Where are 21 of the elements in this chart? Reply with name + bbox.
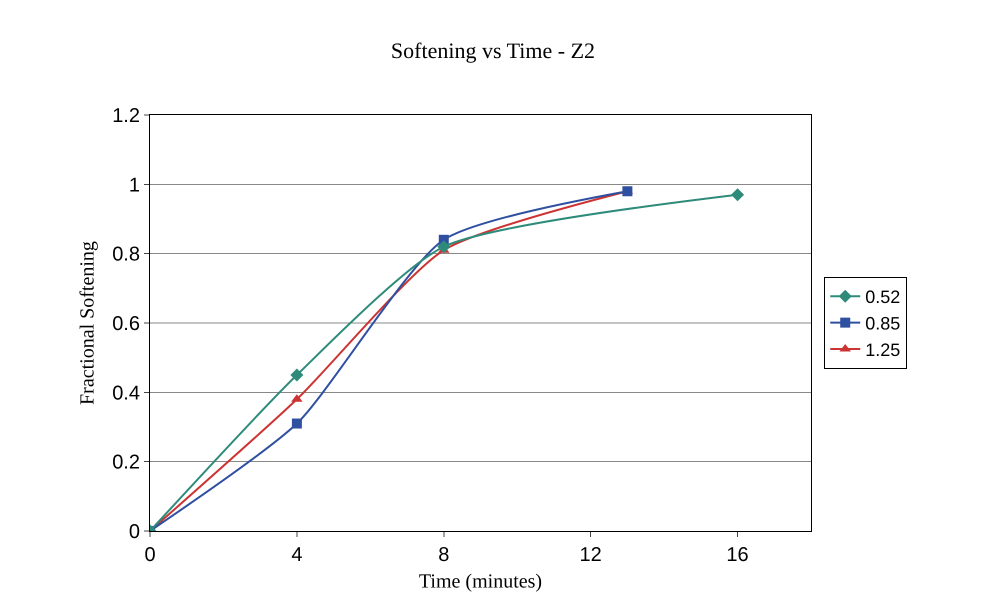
chart-title: Softening vs Time - Z2 <box>390 38 596 64</box>
x-tick-label: 4 <box>291 544 302 566</box>
y-tick-label: 0.2 <box>112 452 140 474</box>
y-axis-title: Fractional Softening <box>76 241 99 405</box>
legend-label: 1.25 <box>865 340 900 360</box>
y-tick-label: 0.8 <box>112 244 140 266</box>
legend-label: 0.52 <box>865 287 900 308</box>
point <box>622 186 632 196</box>
x-tick-label: 16 <box>726 544 749 566</box>
x-tick-label: 12 <box>580 544 602 566</box>
y-tick-label: 0.4 <box>112 382 140 404</box>
point <box>290 368 304 382</box>
x-tick-label: 0 <box>144 544 156 566</box>
point <box>731 188 744 202</box>
x-tick-label: 8 <box>438 544 450 566</box>
y-tick-label: 0.6 <box>112 313 140 335</box>
x-axis-title: Time (minutes) <box>418 570 542 592</box>
legend-label: 0.85 <box>865 314 900 334</box>
y-tick-label: 1.2 <box>112 105 140 127</box>
y-tick-label: 1 <box>128 174 140 196</box>
y-tick-label: 0 <box>128 521 140 543</box>
